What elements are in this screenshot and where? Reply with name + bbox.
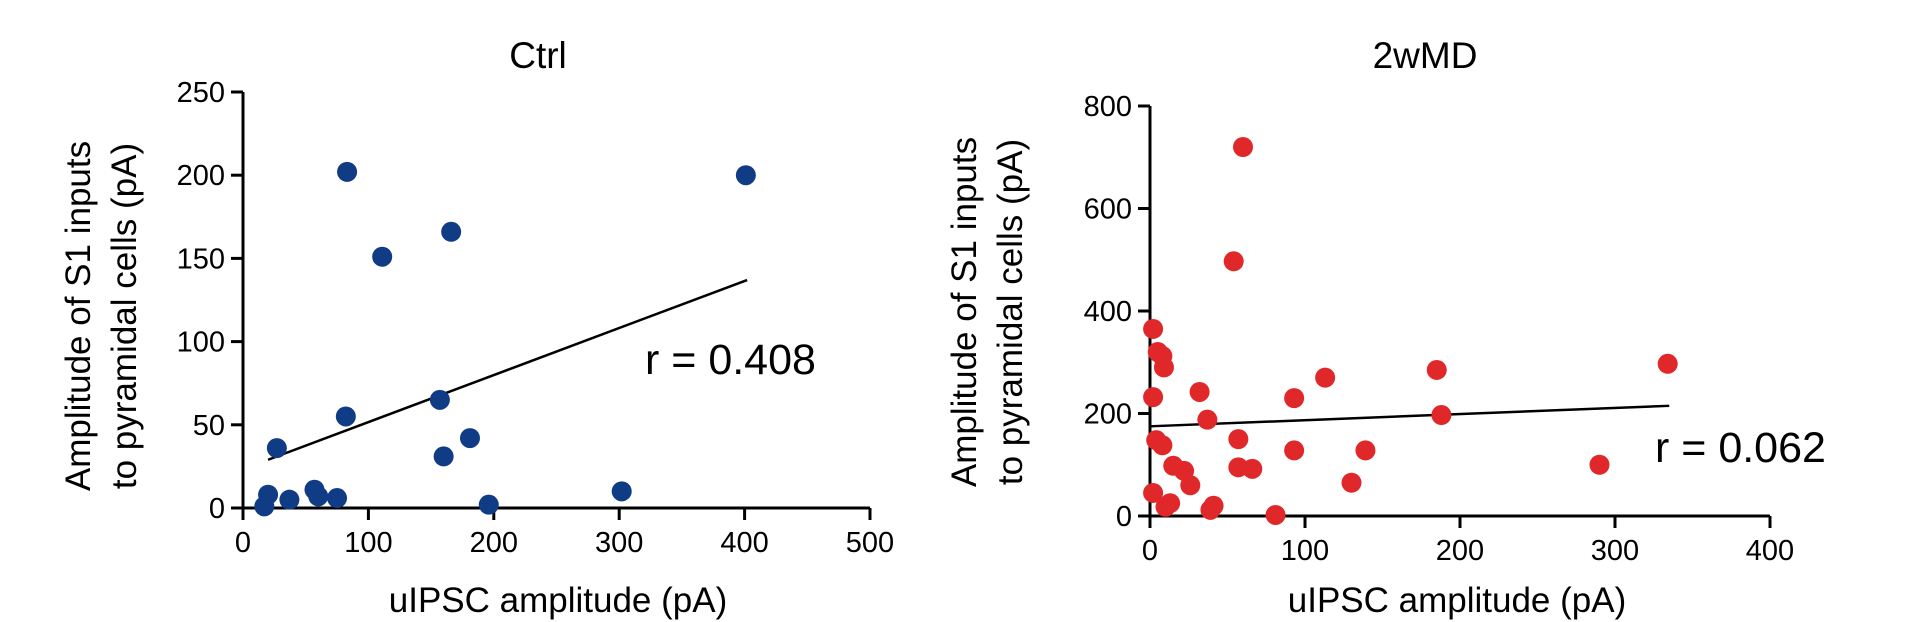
- ticks-group: 0 100 200 300 400 500 0 50 100 150 200 250: [177, 77, 895, 559]
- y-tick-label: 800: [1084, 91, 1132, 123]
- data-point: [1242, 458, 1263, 479]
- x-tick-label: 100: [344, 527, 392, 559]
- data-point: [1143, 482, 1164, 503]
- x-tick-label: 400: [1746, 535, 1794, 567]
- data-point: [1426, 359, 1447, 380]
- y-tick-label: 150: [177, 243, 225, 275]
- chart-title: Ctrl: [509, 35, 567, 76]
- data-point: [735, 165, 756, 186]
- ctrl-panel: Ctrl Amplitude of S1 inputs to pyramidal…: [59, 35, 894, 620]
- 2wmd-panel: 2wMD Amplitude of S1 inputs to pyramidal…: [945, 35, 1826, 620]
- correlation-annotation: r = 0.062: [1655, 424, 1826, 472]
- y-tick-label: 50: [193, 410, 225, 442]
- regression-line: [1149, 404, 1670, 428]
- data-point: [1152, 435, 1173, 456]
- y-tick-label: 200: [1084, 399, 1132, 431]
- data-point: [478, 494, 499, 515]
- data-point: [327, 488, 348, 509]
- x-tick-label: 200: [1436, 535, 1484, 567]
- y-tick-label: 200: [177, 160, 225, 192]
- data-point: [1228, 429, 1249, 450]
- data-point: [1265, 504, 1286, 525]
- data-point: [372, 246, 393, 267]
- marks-group: [254, 161, 756, 517]
- x-tick-label: 0: [1142, 535, 1158, 567]
- data-point: [1341, 472, 1362, 493]
- regression-line: [267, 278, 748, 461]
- correlation-annotation: r = 0.408: [645, 336, 816, 384]
- marks-group: [1143, 137, 1678, 525]
- data-point: [1203, 495, 1224, 516]
- y-tick-label: 400: [1084, 296, 1132, 328]
- data-point: [1431, 405, 1452, 426]
- y-tick-label: 0: [1116, 501, 1132, 533]
- y-tick-label: 0: [209, 493, 225, 525]
- x-tick-label: 300: [1591, 535, 1639, 567]
- y-tick-label: 100: [177, 327, 225, 359]
- x-tick-label: 300: [595, 527, 643, 559]
- x-tick-label: 400: [720, 527, 768, 559]
- y-axis-label-line-1: Amplitude of S1 inputs: [59, 141, 98, 491]
- data-point: [611, 481, 632, 502]
- data-point: [1315, 367, 1336, 388]
- data-point: [1284, 388, 1305, 409]
- data-point: [308, 486, 329, 507]
- x-tick-label: 100: [1281, 535, 1329, 567]
- data-point: [1153, 357, 1174, 378]
- data-point: [1657, 353, 1678, 374]
- x-tick-label: 0: [235, 527, 251, 559]
- data-point: [1223, 251, 1244, 272]
- data-point: [1189, 381, 1210, 402]
- y-tick-label: 250: [177, 77, 225, 109]
- data-point: [429, 389, 450, 410]
- chart-title: 2wMD: [1373, 35, 1478, 76]
- data-point: [266, 438, 287, 459]
- data-point: [1143, 318, 1164, 339]
- data-point: [335, 406, 356, 427]
- data-point: [459, 428, 480, 449]
- data-point: [279, 489, 300, 510]
- data-point: [1284, 440, 1305, 461]
- y-axis-label-line-2: to pyramidal cells (pA): [105, 143, 144, 489]
- data-point: [1589, 454, 1610, 475]
- x-tick-label: 200: [470, 527, 518, 559]
- data-point: [258, 484, 279, 505]
- data-point: [433, 446, 454, 467]
- x-axis-label: uIPSC amplitude (pA): [1288, 581, 1626, 620]
- data-point: [1143, 387, 1164, 408]
- x-axis-label: uIPSC amplitude (pA): [389, 581, 727, 620]
- y-axis-label-line-1: Amplitude of S1 inputs: [945, 137, 984, 487]
- data-point: [1180, 475, 1201, 496]
- ticks-group: 0 100 200 300 400 0 200 400 600 800: [1084, 91, 1795, 567]
- y-axis-label-line-2: to pyramidal cells (pA): [991, 139, 1030, 485]
- data-point: [1197, 409, 1218, 430]
- data-point: [1355, 440, 1376, 461]
- x-tick-label: 500: [846, 527, 894, 559]
- data-point: [1233, 137, 1253, 157]
- y-tick-label: 600: [1084, 194, 1132, 226]
- data-point: [1160, 493, 1181, 514]
- data-point: [441, 221, 462, 242]
- data-point: [337, 161, 358, 182]
